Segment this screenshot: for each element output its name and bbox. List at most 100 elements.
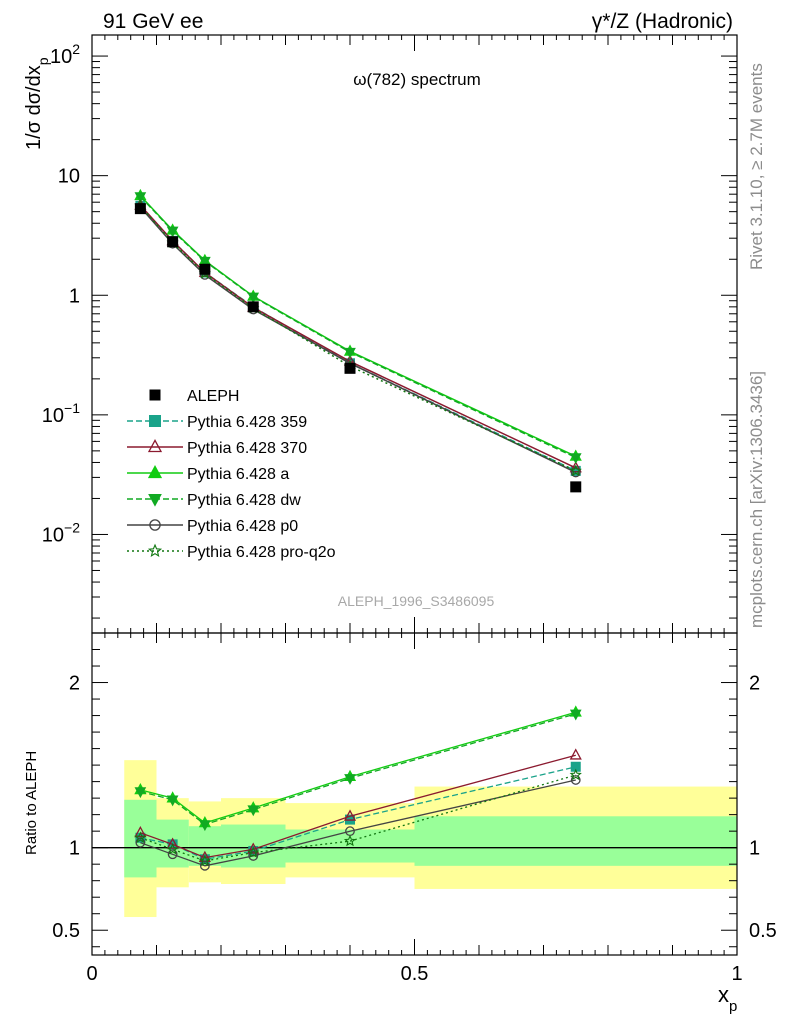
legend-label: Pythia 6.428 pro-q2o xyxy=(187,544,336,561)
ratio-series-point xyxy=(248,845,259,856)
ratio-series-point xyxy=(134,831,147,843)
ratio-series-point xyxy=(135,832,146,843)
ratio-y-tick-label-right: 1 xyxy=(749,838,760,860)
main-series-line xyxy=(139,205,577,472)
main-y-axis-label: 1/σ dσ/dxp xyxy=(23,57,51,150)
legend-label: Pythia 6.428 p0 xyxy=(187,518,298,535)
legend-item: Pythia 6.428 pro-q2o xyxy=(127,543,336,561)
main-plot-title: ω(782) spectrum xyxy=(353,70,481,89)
header-left: 91 GeV ee xyxy=(103,10,203,33)
main-series-point xyxy=(247,292,260,304)
legend-item: Pythia 6.428 370 xyxy=(127,439,307,457)
legend-marker xyxy=(149,519,161,531)
legend-item: Pythia 6.428 359 xyxy=(127,414,307,431)
main-series-point xyxy=(134,192,147,204)
main-series-point xyxy=(570,467,581,478)
ratio-band-green xyxy=(414,816,737,866)
ratio-y-tick-label-right: 2 xyxy=(749,673,760,695)
legend-label: Pythia 6.428 a xyxy=(187,466,289,483)
aleph-data-point xyxy=(247,301,259,313)
ratio-y-tick-label-left: 1 xyxy=(69,838,80,860)
main-series-point xyxy=(166,226,179,238)
ratio-series-point xyxy=(248,851,259,861)
main-y-tick-label: 1 xyxy=(69,285,80,307)
aleph-data xyxy=(134,203,582,493)
aleph-data-point xyxy=(570,481,582,493)
aleph-data-point xyxy=(167,236,179,248)
legend-marker xyxy=(147,465,163,479)
main-y-tick-label: 10 xyxy=(58,166,80,188)
legend-marker xyxy=(148,494,162,507)
ratio-series-point xyxy=(570,761,581,772)
main-series-4 xyxy=(135,202,581,478)
main-series-line xyxy=(139,195,577,459)
ratio-series-point xyxy=(134,787,147,799)
main-series-0 xyxy=(135,200,581,476)
ratio-series-line xyxy=(140,713,576,826)
legend-item: ALEPH xyxy=(149,388,239,405)
x-axis-label: xp xyxy=(718,982,737,1015)
ratio-series-line xyxy=(140,779,576,867)
ratio-series-point xyxy=(343,834,357,847)
ratio-series-point xyxy=(247,846,260,858)
legend-label: Pythia 6.428 370 xyxy=(187,440,307,457)
main-series-line xyxy=(139,205,577,472)
ratio-series-point xyxy=(569,748,582,760)
aleph-data-point xyxy=(134,203,146,215)
ratio-series-point xyxy=(199,854,210,865)
ratio-series-point xyxy=(166,795,179,807)
ratio-series-point xyxy=(570,775,581,785)
header-right: γ*/Z (Hadronic) xyxy=(592,10,733,33)
ratio-series-line xyxy=(140,711,576,824)
main-y-tick-label: 102 xyxy=(50,41,80,68)
ratio-series-point xyxy=(199,820,211,832)
aleph-data-point xyxy=(344,362,356,374)
ratio-series-3 xyxy=(134,709,582,832)
main-series-line xyxy=(139,206,577,474)
ratio-series-point xyxy=(344,774,356,785)
main-y-tick-label: 10−2 xyxy=(42,519,80,546)
main-plot: 10−2 10−1 1 10 102 ω(782) spectrum ALEPH_199… xyxy=(23,34,738,634)
main-series-point xyxy=(570,465,581,476)
legend-label: Pythia 6.428 359 xyxy=(187,414,307,431)
main-series-point xyxy=(344,347,356,359)
side-label-mcplots: mcplots.cern.ch [arXiv:1306.3436] xyxy=(747,371,766,628)
ratio-series-line xyxy=(140,766,576,860)
x-tick-label: 0.5 xyxy=(401,963,429,985)
main-series-point xyxy=(569,453,582,465)
legend-item: Pythia 6.428 dw xyxy=(127,492,301,509)
main-series-5 xyxy=(134,199,582,477)
ratio-y-tick-label-left: 2 xyxy=(69,673,80,695)
ratio-series-point xyxy=(199,860,210,871)
ratio-series-5 xyxy=(134,768,582,867)
aleph-data-point xyxy=(199,263,211,275)
ratio-series-point xyxy=(247,805,260,817)
ratio-series-point xyxy=(569,768,582,781)
ratio-series-point xyxy=(134,825,147,838)
ratio-series-line xyxy=(140,754,576,859)
legend-item: Pythia 6.428 p0 xyxy=(127,518,298,535)
main-series-point xyxy=(199,256,211,268)
legend-marker xyxy=(147,543,163,558)
main-series-3 xyxy=(134,192,582,465)
main-y-tick-label: 10−1 xyxy=(42,400,80,427)
ratio-series-point xyxy=(343,809,357,821)
main-series-line xyxy=(139,204,577,469)
legend-label: Pythia 6.428 dw xyxy=(187,492,301,509)
ratio-series-point xyxy=(569,709,582,721)
ratio-y-axis-label: Ratio to ALEPH xyxy=(23,751,40,855)
legend-marker xyxy=(149,389,161,401)
side-label-rivet: Rivet 3.1.10, ≥ 2.7M events xyxy=(747,63,766,270)
legend-marker xyxy=(149,415,161,427)
legend-marker xyxy=(147,439,163,453)
ratio-series-point xyxy=(198,854,211,867)
ratio-series-point xyxy=(167,849,178,860)
ratio-plot: 0 0.5 1 0.5 0.5 1 1 2 2 Ratio to ALEPH xp xyxy=(23,632,777,1015)
legend-item: Pythia 6.428 a xyxy=(127,465,289,483)
ratio-y-tick-label-right: 0.5 xyxy=(749,920,777,942)
analysis-watermark: ALEPH_1996_S3486095 xyxy=(338,593,495,609)
x-tick-label: 1 xyxy=(731,963,742,985)
legend-label: ALEPH xyxy=(187,388,239,405)
ratio-series-point xyxy=(166,837,179,849)
